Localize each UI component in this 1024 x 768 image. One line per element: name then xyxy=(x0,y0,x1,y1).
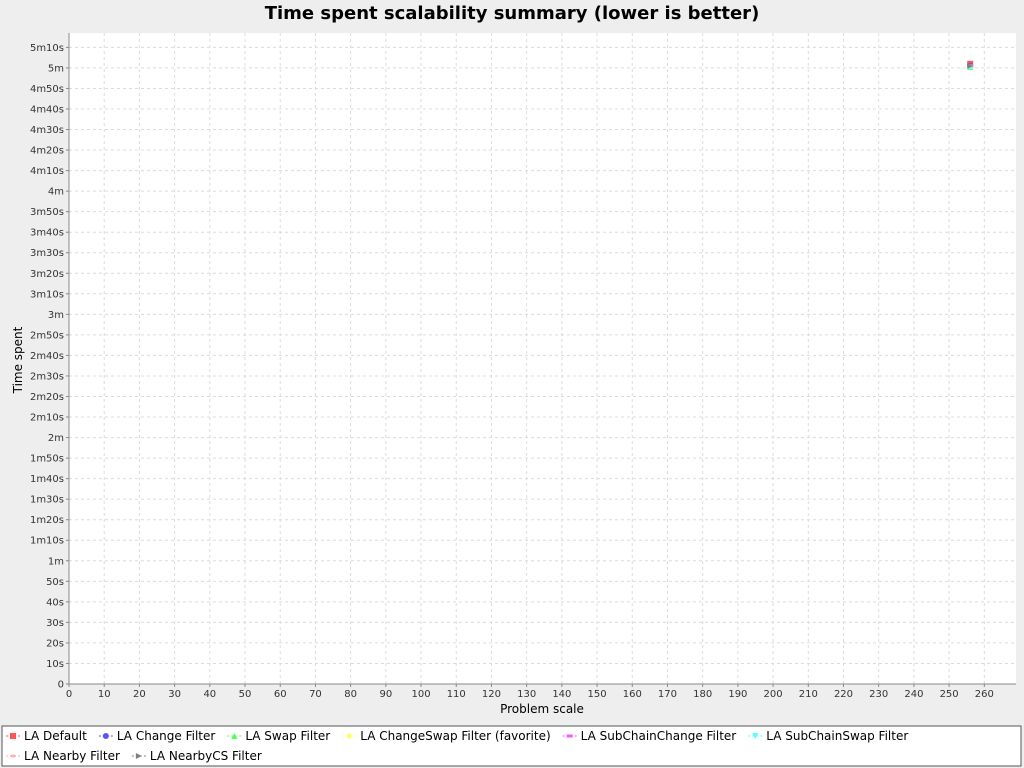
x-tick-label: 250 xyxy=(940,689,959,700)
y-tick-label: 3m20s xyxy=(30,269,64,280)
legend-label: LA NearbyCS Filter xyxy=(150,749,262,763)
y-tick-label: 4m20s xyxy=(30,146,64,157)
x-tick-label: 60 xyxy=(274,689,287,700)
x-tick-label: 190 xyxy=(728,689,747,700)
grid xyxy=(69,33,1016,684)
x-tick-label: 130 xyxy=(517,689,536,700)
y-tick-label: 30s xyxy=(46,618,64,629)
legend-item: LA SubChainSwap Filter xyxy=(748,729,908,743)
legend-item: LA Change Filter xyxy=(98,729,216,743)
y-tick-label: 3m40s xyxy=(30,228,64,239)
x-tick-label: 20 xyxy=(133,689,146,700)
y-tick-label: 1m30s xyxy=(30,495,64,506)
data-point xyxy=(967,62,974,69)
legend-label: LA ChangeSwap Filter (favorite) xyxy=(360,729,550,743)
legend-marker xyxy=(10,733,16,739)
x-tick-label: 200 xyxy=(764,689,783,700)
x-tick-label: 50 xyxy=(239,689,252,700)
x-tick-label: 140 xyxy=(552,689,571,700)
chart-title: Time spent scalability summary (lower is… xyxy=(265,3,760,24)
y-tick-label: 1m50s xyxy=(30,454,64,465)
legend-label: LA Swap Filter xyxy=(245,729,330,743)
y-tick-label: 2m40s xyxy=(30,351,64,362)
y-tick-label: 3m30s xyxy=(30,248,64,259)
x-tick-label: 120 xyxy=(482,689,501,700)
y-tick-label: 5m xyxy=(48,63,64,74)
x-tick-label: 40 xyxy=(203,689,216,700)
y-tick-label: 2m50s xyxy=(30,330,64,341)
x-axis-label: Problem scale xyxy=(500,702,584,716)
y-tick-label: 3m10s xyxy=(30,289,64,300)
x-tick-label: 240 xyxy=(904,689,923,700)
legend: LA Default LA Change Filter LA Swap Filter… xyxy=(6,729,908,763)
y-tick-label: 3m xyxy=(48,310,64,321)
plot-area xyxy=(69,33,1016,684)
x-tick-label: 150 xyxy=(588,689,607,700)
y-tick-label: 1m10s xyxy=(30,536,64,547)
y-axis-ticks: 0 10s 20s 30s 40s 50s 1m 1m10s 1m20s 1m30s 1m40s 1m… xyxy=(30,43,69,691)
legend-item: LA ChangeSwap Filter (favorite) xyxy=(342,729,551,743)
y-tick-label: 40s xyxy=(46,597,64,608)
y-axis-label: Time spent xyxy=(11,326,25,394)
x-tick-label: 170 xyxy=(658,689,677,700)
y-tick-label: 50s xyxy=(46,577,64,588)
legend-label: LA SubChainChange Filter xyxy=(581,729,737,743)
x-tick-label: 80 xyxy=(344,689,357,700)
x-tick-label: 220 xyxy=(834,689,853,700)
legend-marker xyxy=(752,733,759,739)
x-tick-label: 100 xyxy=(411,689,430,700)
y-tick-label: 4m xyxy=(48,187,64,198)
legend-item: LA NearbyCS Filter xyxy=(131,749,262,763)
y-tick-label: 10s xyxy=(46,659,64,670)
legend-marker xyxy=(566,734,573,738)
y-tick-label: 2m30s xyxy=(30,371,64,382)
x-tick-label: 160 xyxy=(623,689,642,700)
x-tick-label: 30 xyxy=(168,689,181,700)
y-tick-label: 1m40s xyxy=(30,474,64,485)
legend-label: LA Change Filter xyxy=(117,729,216,743)
y-tick-label: 2m20s xyxy=(30,392,64,403)
y-tick-label: 20s xyxy=(46,638,64,649)
legend-marker xyxy=(231,733,238,739)
y-tick-label: 1m20s xyxy=(30,515,64,526)
x-tick-label: 10 xyxy=(98,689,111,700)
y-tick-label: 2m xyxy=(48,433,64,444)
x-axis-ticks: 0 10 20 30 40 50 60 70 80 90 100 110 120 130 140 150 160… xyxy=(66,684,994,700)
x-tick-label: 180 xyxy=(693,689,712,700)
y-tick-label: 5m10s xyxy=(30,43,64,54)
x-tick-label: 110 xyxy=(447,689,466,700)
legend-item: LA Nearby Filter xyxy=(6,749,120,763)
legend-marker xyxy=(102,733,109,739)
legend-box xyxy=(1,725,1022,767)
legend-marker xyxy=(10,754,16,758)
data-points xyxy=(967,60,974,71)
legend-label: LA Nearby Filter xyxy=(24,749,120,763)
y-tick-label: 4m50s xyxy=(30,84,64,95)
legend-marker xyxy=(135,753,142,759)
x-tick-label: 260 xyxy=(975,689,994,700)
y-tick-label: 3m50s xyxy=(30,207,64,218)
legend-label: LA Default xyxy=(24,729,87,743)
legend-item: LA Default xyxy=(6,729,87,743)
x-tick-label: 230 xyxy=(869,689,888,700)
y-tick-label: 4m30s xyxy=(30,125,64,136)
legend-item: LA Swap Filter xyxy=(227,729,330,743)
x-tick-label: 210 xyxy=(799,689,818,700)
x-tick-label: 90 xyxy=(379,689,392,700)
y-tick-label: 4m40s xyxy=(30,104,64,115)
x-tick-label: 0 xyxy=(66,689,72,700)
y-tick-label: 2m10s xyxy=(30,413,64,424)
x-tick-label: 70 xyxy=(309,689,322,700)
legend-marker xyxy=(346,733,353,739)
y-tick-label: 1m xyxy=(48,556,64,567)
legend-label: LA SubChainSwap Filter xyxy=(766,729,908,743)
y-tick-label: 4m10s xyxy=(30,166,64,177)
legend-item: LA SubChainChange Filter xyxy=(562,729,737,743)
y-tick-label: 0 xyxy=(58,680,64,691)
